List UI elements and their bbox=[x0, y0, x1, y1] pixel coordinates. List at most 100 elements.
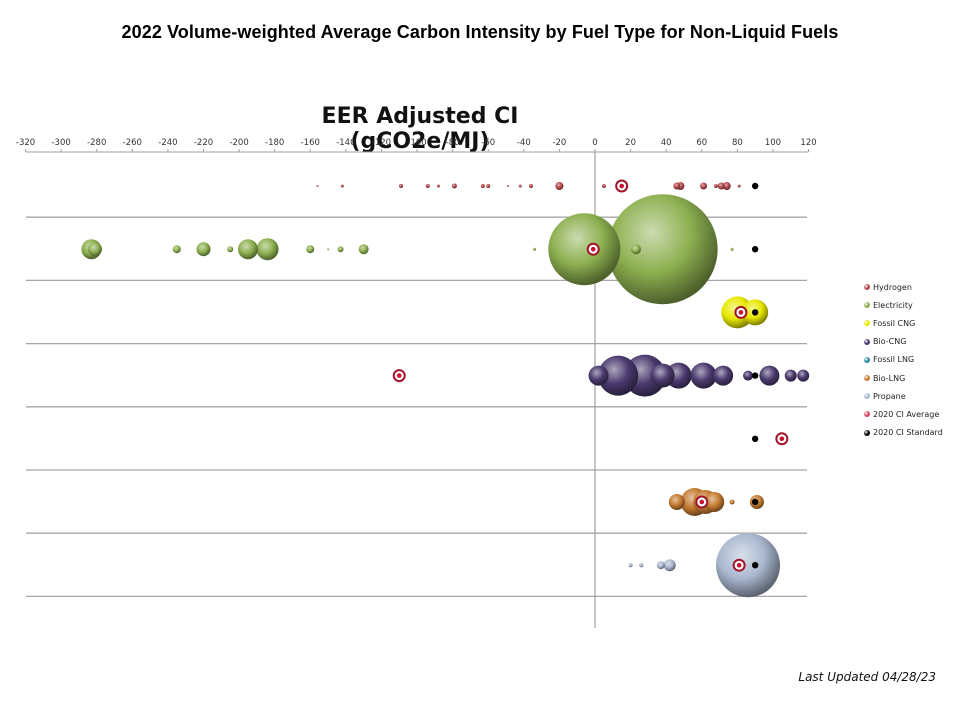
legend-item: Hydrogen bbox=[864, 278, 943, 296]
bubble-bio-lng bbox=[704, 492, 725, 512]
reference-markers bbox=[392, 179, 789, 572]
bubble-hydrogen bbox=[480, 184, 485, 188]
legend-swatch-icon bbox=[864, 375, 870, 382]
x-tick-label: -180 bbox=[265, 138, 284, 148]
ci-average-marker bbox=[615, 179, 629, 193]
legend-item: Fossil CNG bbox=[864, 314, 943, 332]
legend-label: Propane bbox=[873, 391, 906, 401]
x-axis-title: EER Adjusted CI (gCO2e/MJ) bbox=[321, 104, 519, 154]
bubble-electricity bbox=[172, 245, 181, 254]
bubble-bio-cng bbox=[690, 362, 717, 389]
bubble-bio-cng bbox=[650, 363, 675, 388]
x-axis: -320 -300 -280 -260 -240 -220 -200 -180 -160 -140… bbox=[16, 138, 817, 628]
bubble-hydrogen bbox=[555, 182, 564, 190]
bubble-propane bbox=[716, 533, 781, 598]
x-tick-label: 100 bbox=[765, 138, 781, 148]
x-tick-label: 40 bbox=[661, 138, 672, 148]
x-tick-label: -120 bbox=[372, 138, 391, 148]
chart-title: 2022 Volume-weighted Average Carbon Inte… bbox=[121, 22, 839, 42]
bubble-electricity bbox=[227, 246, 234, 253]
x-tick-label: -320 bbox=[16, 138, 35, 148]
bubble-bio-cng bbox=[598, 355, 639, 396]
legend-swatch-icon bbox=[864, 411, 870, 418]
x-tick-label: -240 bbox=[158, 138, 177, 148]
bubble-hydrogen bbox=[518, 184, 522, 188]
x-tick-label: -280 bbox=[87, 138, 106, 148]
bubble-electricity bbox=[306, 245, 315, 254]
ci-standard-marker bbox=[751, 498, 759, 506]
bubble-hydrogen bbox=[451, 183, 457, 189]
legend: Hydrogen Electricity Fossil CNG Bio-CNG Foss… bbox=[864, 278, 943, 442]
x-tick-label: 80 bbox=[732, 138, 743, 148]
bubble-hydrogen bbox=[717, 182, 725, 190]
legend-label: Bio-LNG bbox=[873, 373, 906, 383]
ci-standard-marker bbox=[751, 182, 759, 190]
legend-label: Electricity bbox=[873, 300, 913, 310]
x-tick-label: -140 bbox=[336, 138, 355, 148]
legend-item: 2020 CI Standard bbox=[864, 424, 943, 442]
bubble-propane bbox=[656, 561, 665, 570]
bubble-propane bbox=[628, 563, 633, 568]
bubble-electricity bbox=[607, 194, 718, 305]
bubble-hydrogen bbox=[737, 184, 741, 188]
legend-swatch-icon bbox=[864, 302, 870, 309]
bubble-electricity bbox=[358, 244, 369, 255]
legend-item: 2020 CI Average bbox=[864, 405, 943, 423]
legend-item: Electricity bbox=[864, 296, 943, 314]
x-tick-label: -300 bbox=[51, 138, 70, 148]
legend-swatch-icon bbox=[864, 356, 870, 363]
bubble-electricity bbox=[87, 242, 102, 257]
bubble-bio-cng bbox=[784, 369, 797, 382]
x-tick-label: -220 bbox=[194, 138, 213, 148]
bubble-electricity bbox=[532, 247, 536, 251]
legend-label: Fossil CNG bbox=[873, 318, 916, 328]
x-tick-label: 20 bbox=[625, 138, 636, 148]
bubble-propane bbox=[639, 563, 644, 568]
x-tick-label: -60 bbox=[481, 138, 495, 148]
ci-average-marker bbox=[586, 242, 600, 256]
x-tick-label: 60 bbox=[696, 138, 707, 148]
x-tick-label: -100 bbox=[407, 138, 426, 148]
bubble-hydrogen bbox=[436, 184, 440, 188]
bubble-hydrogen bbox=[700, 182, 708, 190]
legend-swatch-icon bbox=[864, 284, 870, 291]
x-tick-label: -260 bbox=[123, 138, 142, 148]
bubble-electricity bbox=[327, 248, 330, 251]
bubble-electricity bbox=[730, 247, 734, 251]
legend-swatch-icon bbox=[864, 429, 870, 436]
bubble-hydrogen bbox=[506, 185, 509, 187]
legend-item: Fossil LNG bbox=[864, 351, 943, 369]
bubble-electricity bbox=[630, 244, 641, 255]
bubble-hydrogen bbox=[673, 182, 681, 190]
legend-label: Fossil LNG bbox=[873, 355, 915, 365]
last-updated-note: Last Updated 04/28/23 bbox=[798, 670, 936, 684]
x-tick-label: 0 bbox=[592, 138, 597, 148]
bubble-electricity bbox=[337, 246, 344, 253]
bubble-propane bbox=[663, 559, 676, 572]
x-tick-label: -80 bbox=[446, 138, 460, 148]
bubble-electricity bbox=[237, 239, 258, 260]
bubble-hydrogen bbox=[340, 184, 344, 188]
ci-standard-marker bbox=[751, 562, 759, 569]
legend-label: 2020 CI Average bbox=[873, 409, 940, 419]
bubble-bio-cng bbox=[713, 365, 734, 386]
bubble-hydrogen bbox=[601, 184, 606, 188]
bubble-electricity bbox=[548, 213, 621, 286]
bubble-hydrogen bbox=[316, 185, 319, 187]
bubble-hydrogen bbox=[714, 184, 719, 188]
bubble-bio-cng bbox=[743, 370, 754, 381]
x-tick-label: -40 bbox=[517, 138, 531, 148]
bubble-bio-cng bbox=[588, 365, 609, 386]
bubble-electricity bbox=[256, 238, 279, 261]
bubble-bio-cng bbox=[797, 369, 810, 382]
legend-swatch-icon bbox=[864, 320, 870, 327]
x-tick-label: -200 bbox=[229, 138, 248, 148]
bubble-hydrogen bbox=[486, 184, 491, 188]
bubble-hydrogen bbox=[399, 184, 404, 188]
bubbles bbox=[81, 182, 810, 598]
bubble-bio-cng bbox=[759, 365, 780, 386]
ci-average-marker bbox=[732, 558, 746, 572]
ci-average-marker bbox=[695, 495, 709, 509]
legend-label: Hydrogen bbox=[873, 282, 912, 292]
